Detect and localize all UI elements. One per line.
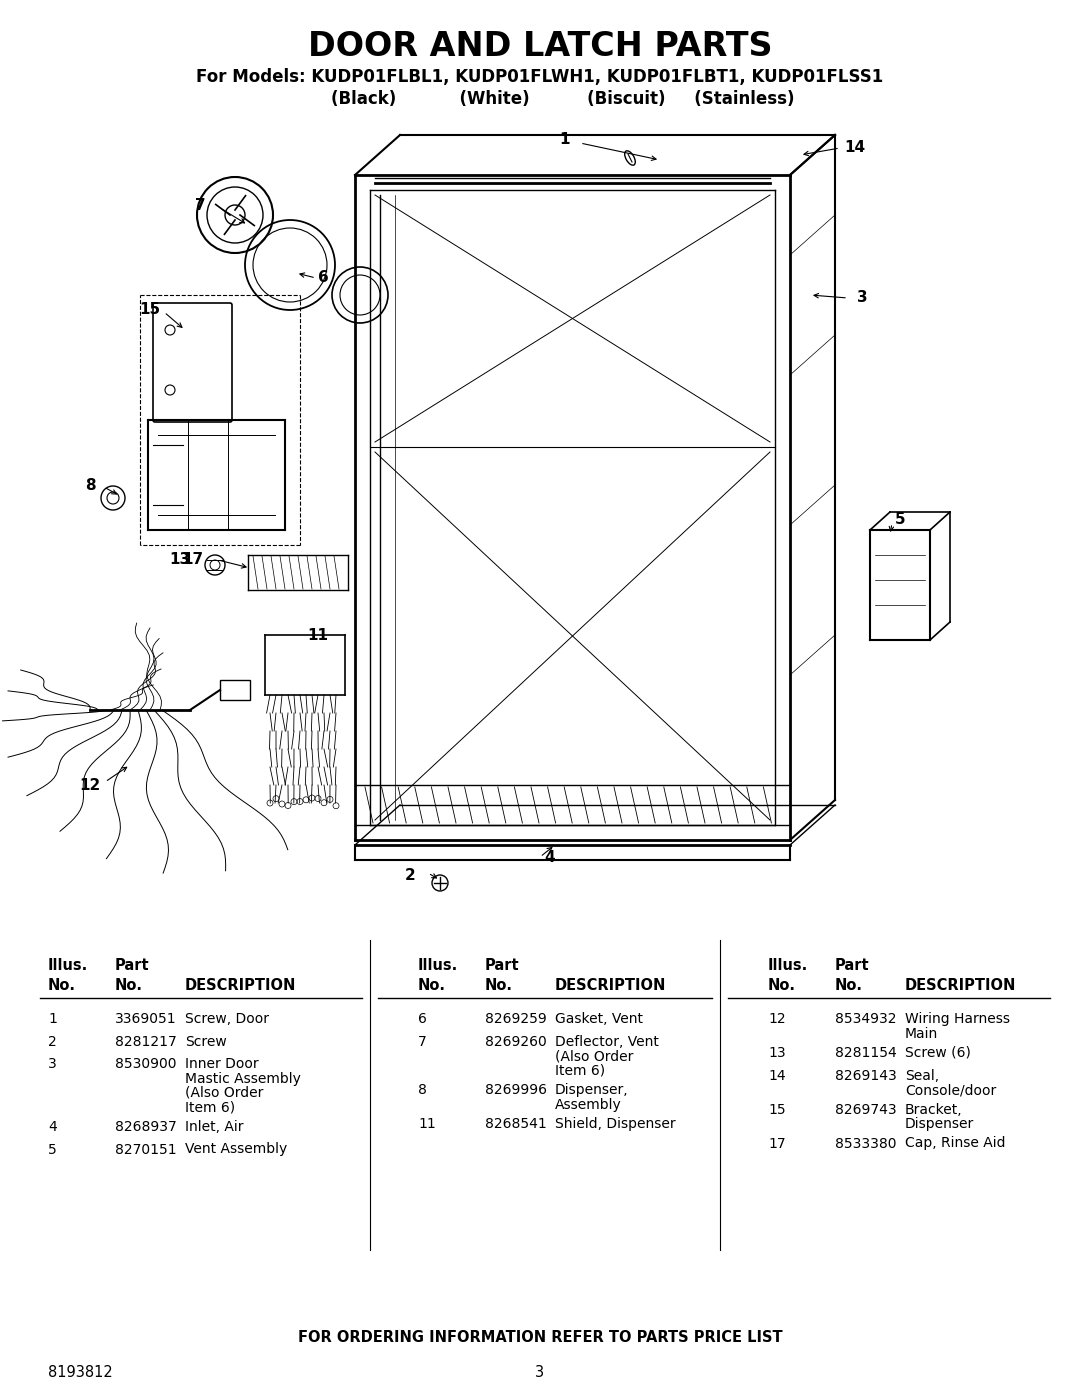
- Text: 8534932: 8534932: [835, 1011, 896, 1025]
- Text: Seal,: Seal,: [905, 1069, 940, 1083]
- Text: Illus.: Illus.: [418, 958, 458, 972]
- Text: Dispenser: Dispenser: [905, 1118, 974, 1132]
- Text: 11: 11: [308, 627, 328, 643]
- Text: Item 6): Item 6): [555, 1063, 605, 1077]
- Text: Shield, Dispenser: Shield, Dispenser: [555, 1118, 676, 1132]
- Text: 8269143: 8269143: [835, 1069, 896, 1083]
- Text: Illus.: Illus.: [768, 958, 808, 972]
- Text: Console/door: Console/door: [905, 1083, 996, 1097]
- Text: 3369051: 3369051: [114, 1011, 177, 1025]
- Text: 8530900: 8530900: [114, 1058, 176, 1071]
- Text: No.: No.: [418, 978, 446, 993]
- Text: Part: Part: [485, 958, 519, 972]
- Text: 8269996: 8269996: [485, 1083, 546, 1097]
- Text: 8281154: 8281154: [835, 1046, 896, 1060]
- Text: 7: 7: [194, 197, 205, 212]
- Text: Cap, Rinse Aid: Cap, Rinse Aid: [905, 1137, 1005, 1151]
- Text: Illus.: Illus.: [48, 958, 89, 972]
- Text: 13: 13: [170, 552, 190, 567]
- Text: 8: 8: [418, 1083, 427, 1097]
- Text: 17: 17: [768, 1137, 785, 1151]
- Text: 12: 12: [79, 778, 100, 792]
- Text: DESCRIPTION: DESCRIPTION: [555, 978, 666, 993]
- Text: 6: 6: [318, 271, 328, 285]
- Text: Assembly: Assembly: [555, 1098, 622, 1112]
- Text: (Black)           (White)          (Biscuit)     (Stainless): (Black) (White) (Biscuit) (Stainless): [285, 89, 795, 108]
- Text: 17: 17: [183, 552, 203, 567]
- Text: 11: 11: [418, 1118, 435, 1132]
- Text: No.: No.: [114, 978, 143, 993]
- Text: DESCRIPTION: DESCRIPTION: [905, 978, 1016, 993]
- Text: 8193812: 8193812: [48, 1365, 112, 1380]
- Bar: [220, 680, 249, 700]
- Text: Screw, Door: Screw, Door: [185, 1011, 269, 1025]
- Text: 8: 8: [84, 478, 95, 493]
- Text: 8268937: 8268937: [114, 1120, 177, 1134]
- Text: 4: 4: [48, 1120, 57, 1134]
- Text: 1: 1: [559, 133, 570, 148]
- Text: Item 6): Item 6): [185, 1101, 235, 1115]
- Text: 3: 3: [536, 1365, 544, 1380]
- Text: 1: 1: [48, 1011, 57, 1025]
- Text: (Also Order: (Also Order: [185, 1085, 264, 1099]
- Text: Part: Part: [835, 958, 869, 972]
- Text: 8270151: 8270151: [114, 1143, 177, 1157]
- Text: Main: Main: [905, 1027, 939, 1041]
- Text: 8281217: 8281217: [114, 1035, 177, 1049]
- Text: 8268541: 8268541: [485, 1118, 546, 1132]
- Text: No.: No.: [48, 978, 76, 993]
- Text: 12: 12: [768, 1011, 785, 1025]
- Text: Wiring Harness: Wiring Harness: [905, 1011, 1010, 1025]
- Text: (Also Order: (Also Order: [555, 1049, 633, 1063]
- Text: Screw (6): Screw (6): [905, 1046, 971, 1060]
- Text: No.: No.: [835, 978, 863, 993]
- Text: Part: Part: [114, 958, 150, 972]
- Text: 8533380: 8533380: [835, 1137, 896, 1151]
- Text: No.: No.: [485, 978, 513, 993]
- Text: 2: 2: [48, 1035, 57, 1049]
- Text: DESCRIPTION: DESCRIPTION: [185, 978, 296, 993]
- Text: Gasket, Vent: Gasket, Vent: [555, 1011, 643, 1025]
- Text: 8269259: 8269259: [485, 1011, 546, 1025]
- Text: No.: No.: [768, 978, 796, 993]
- Text: 13: 13: [768, 1046, 785, 1060]
- Text: Screw: Screw: [185, 1035, 227, 1049]
- Text: 2: 2: [405, 868, 416, 883]
- Text: For Models: KUDP01FLBL1, KUDP01FLWH1, KUDP01FLBT1, KUDP01FLSS1: For Models: KUDP01FLBL1, KUDP01FLWH1, KU…: [197, 68, 883, 87]
- Text: 8269743: 8269743: [835, 1102, 896, 1116]
- Text: FOR ORDERING INFORMATION REFER TO PARTS PRICE LIST: FOR ORDERING INFORMATION REFER TO PARTS …: [298, 1330, 782, 1345]
- Text: 15: 15: [768, 1102, 785, 1116]
- Text: 7: 7: [418, 1035, 427, 1049]
- Text: Dispenser,: Dispenser,: [555, 1083, 629, 1097]
- Text: Inlet, Air: Inlet, Air: [185, 1120, 243, 1134]
- Text: 4: 4: [544, 851, 555, 866]
- Text: Vent Assembly: Vent Assembly: [185, 1143, 287, 1157]
- Text: 6: 6: [418, 1011, 427, 1025]
- Text: 3: 3: [48, 1058, 57, 1071]
- Text: Deflector, Vent: Deflector, Vent: [555, 1035, 659, 1049]
- Text: 5: 5: [894, 513, 905, 528]
- Text: 15: 15: [139, 303, 161, 317]
- Text: 14: 14: [768, 1069, 785, 1083]
- Text: 8269260: 8269260: [485, 1035, 546, 1049]
- Text: Inner Door: Inner Door: [185, 1058, 258, 1071]
- Text: 5: 5: [48, 1143, 57, 1157]
- Text: 3: 3: [856, 291, 867, 306]
- Text: 14: 14: [845, 141, 865, 155]
- Text: DOOR AND LATCH PARTS: DOOR AND LATCH PARTS: [308, 29, 772, 63]
- Text: Mastic Assembly: Mastic Assembly: [185, 1071, 301, 1085]
- Text: Bracket,: Bracket,: [905, 1102, 962, 1116]
